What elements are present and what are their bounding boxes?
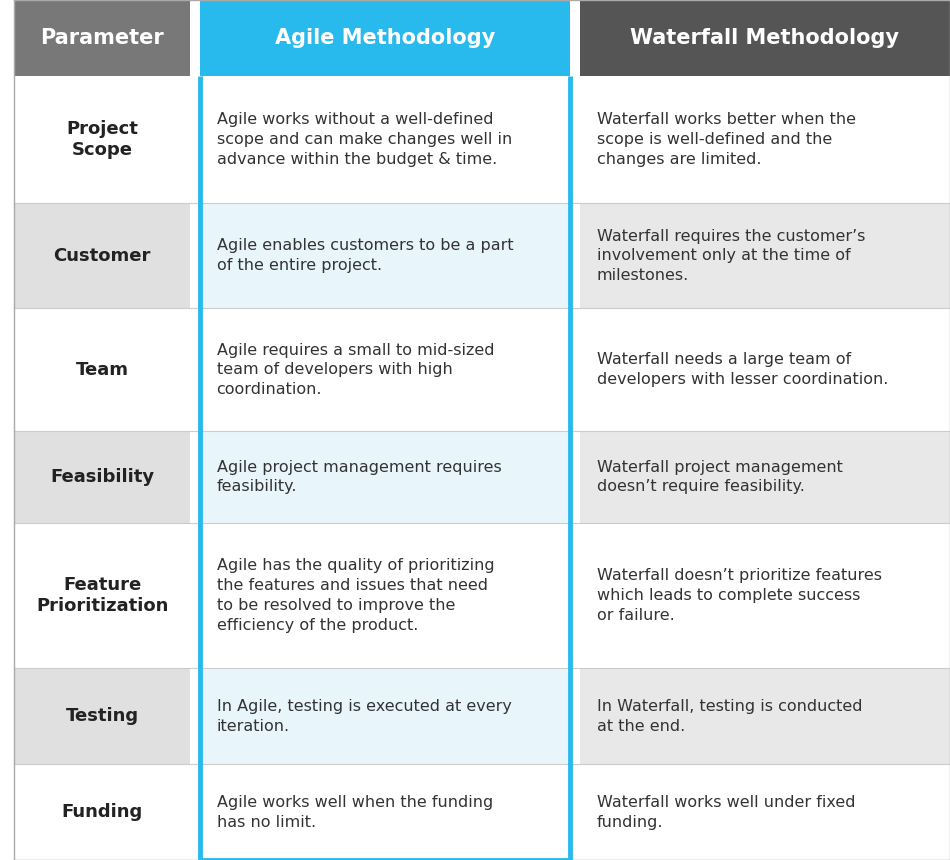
FancyBboxPatch shape <box>200 0 570 76</box>
Text: Waterfall doesn’t prioritize features
which leads to complete success
or failure: Waterfall doesn’t prioritize features wh… <box>597 568 882 623</box>
FancyBboxPatch shape <box>580 668 950 765</box>
Text: Parameter: Parameter <box>40 28 164 48</box>
Text: Waterfall project management
doesn’t require feasibility.: Waterfall project management doesn’t req… <box>597 459 843 494</box>
FancyBboxPatch shape <box>580 76 950 203</box>
Text: Waterfall Methodology: Waterfall Methodology <box>630 28 900 48</box>
FancyBboxPatch shape <box>580 765 950 860</box>
Text: Waterfall needs a large team of
developers with lesser coordination.: Waterfall needs a large team of develope… <box>597 353 888 387</box>
Text: Waterfall requires the customer’s
involvement only at the time of
milestones.: Waterfall requires the customer’s involv… <box>597 229 864 283</box>
FancyBboxPatch shape <box>200 203 570 308</box>
Text: Testing: Testing <box>66 708 139 725</box>
Text: In Agile, testing is executed at every
iteration.: In Agile, testing is executed at every i… <box>217 699 511 734</box>
FancyBboxPatch shape <box>580 432 950 523</box>
FancyBboxPatch shape <box>580 308 950 432</box>
Text: In Waterfall, testing is conducted
at the end.: In Waterfall, testing is conducted at th… <box>597 699 862 734</box>
Text: Waterfall works well under fixed
funding.: Waterfall works well under fixed funding… <box>597 795 855 830</box>
FancyBboxPatch shape <box>14 76 190 203</box>
Text: Agile enables customers to be a part
of the entire project.: Agile enables customers to be a part of … <box>217 238 513 273</box>
Text: Agile project management requires
feasibility.: Agile project management requires feasib… <box>217 459 502 494</box>
FancyBboxPatch shape <box>14 668 190 765</box>
FancyBboxPatch shape <box>200 432 570 523</box>
Text: Agile requires a small to mid-sized
team of developers with high
coordination.: Agile requires a small to mid-sized team… <box>217 342 494 397</box>
Text: Agile Methodology: Agile Methodology <box>275 28 495 48</box>
FancyBboxPatch shape <box>200 765 570 860</box>
FancyBboxPatch shape <box>14 203 190 308</box>
Text: Waterfall works better when the
scope is well-defined and the
changes are limite: Waterfall works better when the scope is… <box>597 112 856 167</box>
Text: Feature
Prioritization: Feature Prioritization <box>36 576 168 615</box>
FancyBboxPatch shape <box>580 203 950 308</box>
FancyBboxPatch shape <box>14 765 190 860</box>
Text: Agile has the quality of prioritizing
the features and issues that need
to be re: Agile has the quality of prioritizing th… <box>217 558 494 633</box>
FancyBboxPatch shape <box>580 0 950 76</box>
FancyBboxPatch shape <box>200 523 570 668</box>
Text: Funding: Funding <box>62 803 142 821</box>
FancyBboxPatch shape <box>580 523 950 668</box>
FancyBboxPatch shape <box>14 432 190 523</box>
FancyBboxPatch shape <box>200 668 570 765</box>
Text: Agile works without a well-defined
scope and can make changes well in
advance wi: Agile works without a well-defined scope… <box>217 112 512 167</box>
FancyBboxPatch shape <box>200 308 570 432</box>
Text: Customer: Customer <box>53 247 151 265</box>
Text: Team: Team <box>76 361 128 378</box>
Text: Agile works well when the funding
has no limit.: Agile works well when the funding has no… <box>217 795 493 830</box>
Text: Feasibility: Feasibility <box>50 468 154 486</box>
FancyBboxPatch shape <box>14 523 190 668</box>
FancyBboxPatch shape <box>14 308 190 432</box>
Text: Project
Scope: Project Scope <box>66 120 138 159</box>
FancyBboxPatch shape <box>14 0 190 76</box>
FancyBboxPatch shape <box>200 76 570 203</box>
